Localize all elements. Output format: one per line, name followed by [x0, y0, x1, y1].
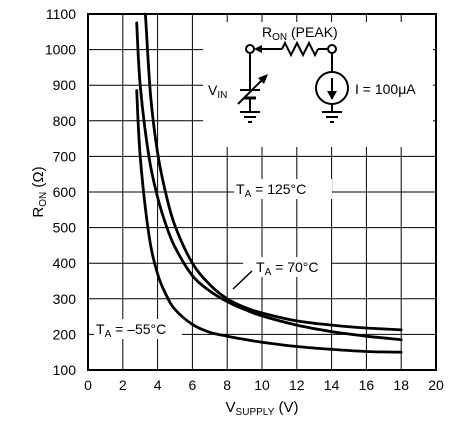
curve-label-70c: TA = 70°C	[256, 259, 318, 278]
label-bg-minus55	[94, 319, 182, 339]
x-axis-label-unit: (V)	[274, 399, 298, 416]
leader-70c	[232, 270, 253, 290]
y-tick-label: 1000	[45, 42, 76, 58]
arrow-head	[254, 45, 262, 53]
y-axis-label-unit: (Ω)	[30, 166, 47, 191]
curve-label-minus55c: TA = –55°C	[96, 321, 166, 340]
label-bg-125	[234, 179, 332, 199]
y-tick-label: 1100	[46, 6, 76, 22]
current-arrow-head	[327, 91, 337, 100]
x-tick-label: 10	[254, 377, 270, 393]
curve-label-125c: TA = 125°C	[236, 181, 306, 200]
x-tick-label: 14	[324, 377, 340, 393]
y-tick-labels: 100 200 300 400 500 600 700 800 900 1000 1100	[45, 6, 76, 378]
x-tick-label: 18	[393, 377, 409, 393]
x-tick-label: 6	[189, 377, 197, 393]
x-tick-label: 4	[154, 377, 162, 393]
y-tick-label: 400	[53, 255, 77, 271]
x-axis-label: VSUPPLY (V)	[226, 399, 299, 418]
y-tick-label: 600	[53, 184, 77, 200]
right-terminal	[327, 44, 337, 54]
y-axis-label-sub: ON	[38, 192, 49, 207]
left-terminal	[245, 44, 255, 54]
series-line-2	[135, 89, 403, 354]
x-axis-label-main: V	[226, 399, 236, 416]
inset-schematic: RON (PEAK) VIN I = 100μA	[203, 22, 433, 147]
current-label: I = 100μA	[355, 81, 416, 97]
series-line-0	[144, 12, 403, 332]
x-tick-labels: 0 2 4 6 8 10 12 14 16 18 20	[84, 377, 444, 393]
vin-label: VIN	[208, 82, 227, 101]
resistor-zigzag	[281, 40, 319, 58]
x-tick-label: 16	[359, 377, 375, 393]
y-axis-label: RON (Ω)	[30, 166, 49, 217]
y-tick-label: 800	[53, 113, 77, 129]
y-tick-label: 900	[53, 77, 77, 93]
x-tick-label: 0	[84, 377, 92, 393]
plot-frame	[87, 13, 437, 371]
series-line-1	[135, 21, 403, 342]
x-axis-label-sub: SUPPLY	[236, 407, 275, 418]
x-tick-label: 20	[428, 377, 444, 393]
x-tick-label: 8	[223, 377, 231, 393]
label-bg-70	[243, 257, 331, 277]
x-tick-label: 12	[289, 377, 305, 393]
y-tick-label: 300	[53, 291, 77, 307]
y-tick-label: 100	[53, 362, 77, 378]
x-tick-label: 2	[119, 377, 127, 393]
y-tick-label: 200	[53, 326, 77, 342]
y-axis-label-main: R	[30, 207, 47, 218]
variable-arrow	[237, 77, 265, 105]
y-tick-label: 500	[53, 220, 77, 236]
curves	[135, 12, 403, 354]
y-tick-label: 700	[53, 148, 77, 164]
variable-arrow-head	[258, 74, 268, 84]
peak-label: RON (PEAK)	[262, 24, 338, 43]
